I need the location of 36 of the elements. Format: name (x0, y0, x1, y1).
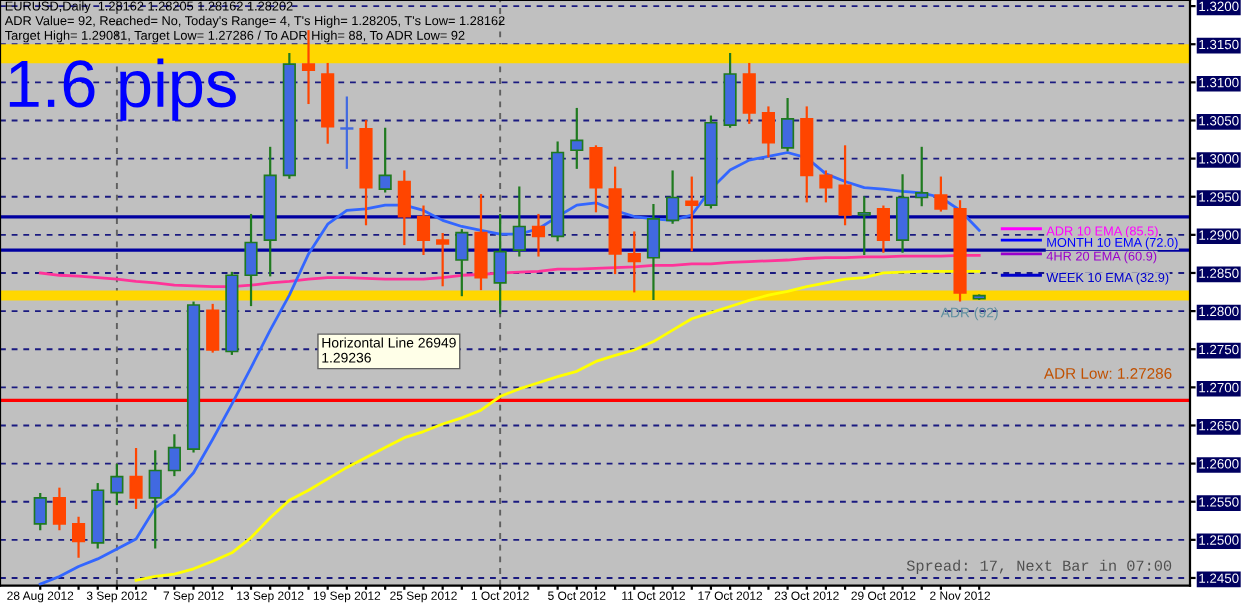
candlestick (474, 194, 488, 291)
candlestick (915, 146, 929, 207)
candlestick (436, 232, 450, 287)
candlestick (110, 464, 124, 506)
candlestick (742, 62, 756, 124)
candlestick (781, 98, 795, 152)
candlestick (819, 170, 833, 203)
candlestick (71, 516, 86, 558)
candlestick (167, 434, 181, 477)
candlestick (416, 205, 431, 256)
candlestick (570, 107, 584, 169)
candlestick (685, 176, 699, 252)
candlestick (934, 176, 948, 212)
candlestick (52, 487, 66, 531)
candlestick (493, 213, 507, 314)
candlestick (876, 205, 890, 253)
candlestick (761, 106, 776, 158)
annotation: 1.6 pips (9, 58, 236, 121)
candlestick (148, 450, 162, 549)
candlestick (895, 174, 910, 253)
candlestick (646, 204, 661, 301)
candlestick (244, 213, 258, 307)
candlestick (455, 229, 469, 297)
candlestick (627, 231, 641, 293)
candlestick (397, 170, 411, 246)
candlestick (838, 145, 852, 226)
candlestick (378, 127, 392, 193)
candlestick (666, 170, 680, 224)
candlestick (340, 96, 354, 169)
candlestick (206, 303, 220, 353)
candlestick (857, 196, 871, 256)
candlestick (589, 145, 603, 213)
candlestick (33, 492, 47, 531)
candlestick (531, 213, 546, 257)
candlestick (512, 186, 526, 257)
candlestick (129, 448, 143, 509)
